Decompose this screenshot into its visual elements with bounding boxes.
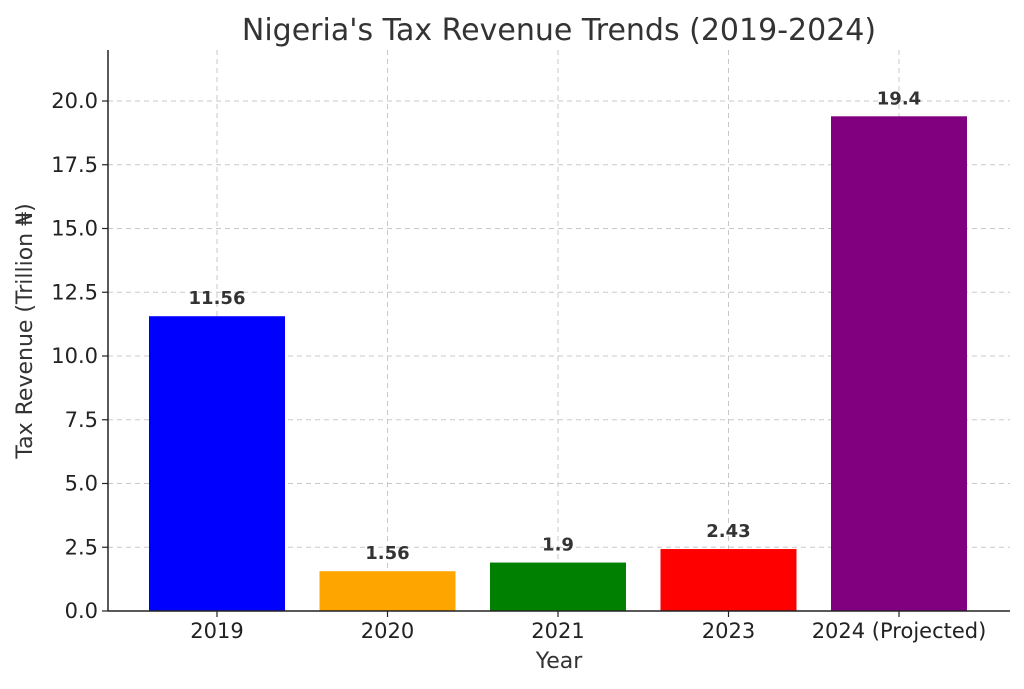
y-axis-label: Tax Revenue (Trillion ₦) (13, 203, 38, 459)
y-tick-label: 17.5 (51, 153, 98, 177)
y-tick-label: 7.5 (65, 408, 98, 432)
bar-value-label: 1.9 (542, 535, 574, 556)
chart-title: Nigeria's Tax Revenue Trends (2019-2024) (242, 13, 876, 48)
y-tick-label: 0.0 (65, 599, 98, 623)
y-tick-label: 20.0 (51, 89, 98, 113)
bar-2021 (490, 562, 626, 611)
bar-value-label: 19.4 (877, 88, 921, 109)
bar-2024-projected (831, 116, 967, 612)
x-axis-label: Year (535, 649, 584, 674)
bars (149, 116, 967, 612)
bar-2019 (149, 316, 285, 611)
bar-2023 (660, 549, 797, 611)
y-tick-label: 15.0 (51, 217, 98, 241)
bar-value-label: 2.43 (706, 521, 750, 542)
bar-value-label: 1.56 (365, 543, 409, 564)
y-tick-label: 12.5 (51, 280, 98, 304)
y-tick-label: 10.0 (51, 344, 98, 368)
x-tick-label: 2020 (361, 619, 414, 643)
y-tick-label: 5.0 (65, 472, 98, 496)
bar-2020 (319, 571, 456, 611)
x-tick-label: 2019 (190, 619, 243, 643)
axes (107, 50, 1010, 612)
bar-value-label: 11.56 (189, 288, 246, 309)
x-tick-label: 2021 (531, 619, 584, 643)
y-ticks: 0.0 2.5 5.0 7.5 10.0 12.5 15.0 17.5 20.0 (51, 89, 108, 623)
x-tick-label: 2023 (702, 619, 755, 643)
x-tick-label: 2024 (Projected) (812, 619, 987, 643)
y-tick-label: 2.5 (65, 535, 98, 559)
data-labels: 11.56 1.56 1.9 2.43 19.4 (189, 88, 922, 564)
x-ticks: 2019 2020 2021 2023 2024 (Projected) (190, 611, 986, 643)
